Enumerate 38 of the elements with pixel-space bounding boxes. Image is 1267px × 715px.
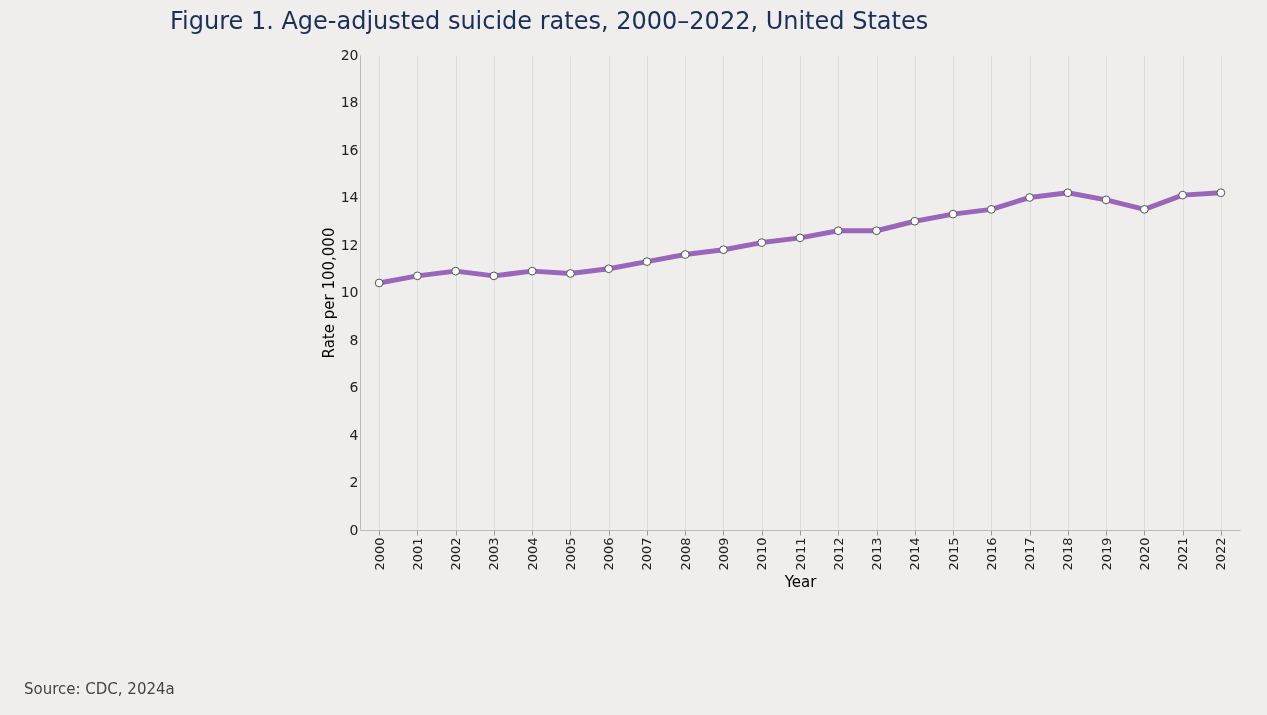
y-tick-label: 12 xyxy=(340,236,359,253)
x-tick-label: 2010 xyxy=(754,537,770,571)
x-tick-label: 2002 xyxy=(448,537,464,571)
x-tick-label: 2005 xyxy=(562,537,578,571)
x-tick-label: 2022 xyxy=(1213,537,1229,571)
x-tick-label: 2004 xyxy=(524,537,540,571)
chart-title: Figure 1. Age-adjusted suicide rates, 2000–2022, United States xyxy=(170,7,929,35)
x-tick-label: 2014 xyxy=(907,537,923,571)
x-tick-label: 2001 xyxy=(409,537,425,571)
x-tick-label: 2007 xyxy=(639,537,655,571)
x-tick-label: 2012 xyxy=(830,537,846,571)
y-axis-title: Rate per 100,000 xyxy=(319,227,338,359)
x-tick-label: 2006 xyxy=(601,537,617,571)
source-note: Source: CDC, 2024a xyxy=(24,680,175,698)
x-tick-label: 2020 xyxy=(1136,537,1152,571)
y-tick-label: 14 xyxy=(340,189,359,205)
x-tick-label: 2017 xyxy=(1022,537,1038,571)
x-tick-label: 2019 xyxy=(1098,537,1114,571)
y-tick-label: 2 xyxy=(349,474,359,490)
y-tick-label: 6 xyxy=(349,379,359,395)
x-tick-label: 2003 xyxy=(486,537,502,571)
x-tick-label: 2018 xyxy=(1060,537,1076,571)
x-tick-label: 2015 xyxy=(945,537,961,571)
x-tick-label: 2009 xyxy=(715,537,731,571)
y-tick-label: 4 xyxy=(349,426,359,443)
x-tick-label: 2013 xyxy=(869,537,885,571)
y-tick-label: 8 xyxy=(349,331,359,348)
y-tick-label: 20 xyxy=(340,46,359,63)
y-tick-label: 10 xyxy=(340,284,359,300)
y-tick-label: 18 xyxy=(340,94,359,110)
y-tick-label: 0 xyxy=(349,521,359,538)
x-tick-label: 2021 xyxy=(1175,537,1191,571)
x-tick-label: 2000 xyxy=(371,537,387,571)
x-tick-label: 2008 xyxy=(677,537,693,571)
x-axis-title: Year xyxy=(783,572,818,591)
x-tick-label: 2011 xyxy=(792,537,808,571)
x-tick-label: 2016 xyxy=(983,537,999,571)
y-tick-label: 16 xyxy=(340,141,359,158)
